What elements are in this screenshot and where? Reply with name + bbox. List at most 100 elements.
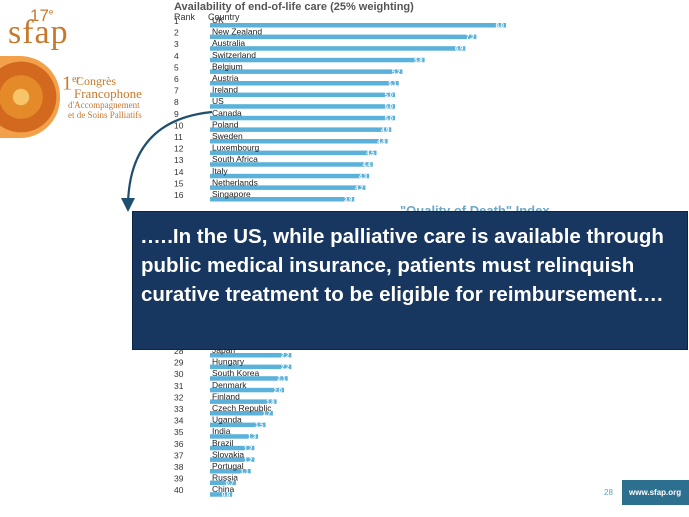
bar — [210, 376, 288, 381]
bar — [210, 23, 506, 28]
rank-label: 35 — [174, 427, 184, 437]
country-label: Portugal — [212, 461, 244, 471]
value-label: 4.3 — [359, 174, 368, 180]
rank-label: 29 — [174, 358, 184, 368]
logo-line-3: d'Accompagnement — [68, 100, 140, 110]
callout-text: .….In the US, while palliative care is a… — [141, 225, 664, 306]
bar — [210, 469, 251, 474]
value-label: 0.7 — [226, 481, 235, 487]
country-label: Austria — [212, 73, 239, 83]
value-label: 4.5 — [366, 151, 375, 157]
bar — [210, 480, 236, 486]
bar — [210, 57, 425, 63]
bar — [210, 104, 395, 109]
value-label: 1.5 — [255, 423, 264, 429]
country-label: Brazil — [212, 438, 233, 448]
rank-label: 4 — [174, 51, 179, 61]
value-label: 5.0 — [385, 105, 394, 111]
value-label: 1.1 — [240, 470, 249, 476]
country-label: Finland — [212, 391, 240, 401]
value-label: 5.1 — [388, 82, 397, 88]
rank-label: 33 — [174, 404, 184, 414]
value-label: 4.4 — [362, 163, 371, 169]
country-label: Luxembourg — [212, 143, 260, 153]
bar — [210, 115, 395, 121]
country-label: Poland — [212, 119, 239, 129]
value-label: 5.0 — [385, 116, 394, 122]
rank-label: 7 — [174, 86, 179, 96]
bar — [210, 411, 273, 416]
country-label: Italy — [212, 166, 228, 176]
bar — [210, 353, 292, 358]
bar — [210, 150, 377, 156]
rank-label: 11 — [174, 132, 183, 142]
country-label: India — [212, 426, 231, 436]
rank-label: 34 — [174, 416, 184, 426]
bar — [210, 492, 233, 497]
column-header-rank: Rank — [174, 12, 196, 22]
site-url-badge[interactable]: www.sfap.org — [622, 480, 689, 505]
column-header-country: Country — [208, 12, 240, 22]
rank-label: 36 — [174, 439, 184, 449]
value-label: 2.1 — [277, 377, 286, 383]
rank-label: 3 — [174, 39, 179, 49]
logo-brand: sfap — [8, 14, 69, 51]
bar — [210, 162, 373, 167]
callout-box: .….In the US, while palliative care is a… — [132, 211, 688, 350]
bar — [210, 387, 284, 393]
sun-emblem-icon — [0, 56, 60, 138]
country-label: New Zealand — [212, 27, 262, 37]
value-label: 1.8 — [266, 400, 275, 406]
value-label: 4.8 — [377, 140, 386, 146]
rank-label: 16 — [174, 190, 184, 200]
value-label: 5.0 — [385, 93, 394, 99]
country-label: Slovakia — [212, 449, 244, 459]
country-label: China — [212, 484, 234, 494]
sfap-logo: 17e sfap 1er Congrès Francophone d'Accom… — [0, 0, 170, 150]
bar — [210, 127, 392, 132]
country-label: Czech Republic — [212, 403, 272, 413]
rank-label: 38 — [174, 462, 184, 472]
rank-label: 2 — [174, 28, 179, 38]
bar — [210, 445, 255, 451]
country-label: Hungary — [212, 357, 245, 367]
country-label: US — [212, 96, 224, 106]
bar — [210, 34, 477, 40]
rank-label: 28 — [174, 346, 184, 356]
logo-line-4: et de Soins Palliatifs — [68, 110, 142, 120]
value-label: 2.2 — [281, 354, 290, 360]
bar — [210, 422, 266, 428]
rank-label: 12 — [174, 144, 184, 154]
page-number: 28 — [604, 488, 613, 497]
bar — [210, 364, 292, 370]
country-label: Russia — [212, 473, 238, 483]
value-label: 3.9 — [344, 198, 353, 204]
bar — [210, 197, 355, 202]
value-label: 2.2 — [281, 365, 290, 371]
country-label: South Africa — [212, 154, 258, 164]
rank-label: 40 — [174, 485, 184, 495]
value-label: 7.2 — [466, 35, 475, 41]
rank-label: 15 — [174, 178, 184, 188]
country-label: Canada — [212, 108, 242, 118]
rank-label: 37 — [174, 450, 184, 460]
rank-label: 1 — [174, 16, 179, 26]
value-label: 1.2 — [244, 458, 253, 464]
country-label: Japan — [212, 345, 235, 355]
bar — [210, 185, 366, 190]
rank-label: 32 — [174, 392, 184, 402]
value-label: 2.0 — [274, 388, 283, 394]
bar — [210, 139, 388, 144]
rank-label: 6 — [174, 74, 179, 84]
bar — [210, 81, 399, 86]
rank-label: 5 — [174, 62, 179, 72]
bar — [210, 399, 277, 404]
country-label: Switzerland — [212, 50, 256, 60]
country-label: Netherlands — [212, 177, 258, 187]
logo-line-1: Congrès — [76, 74, 116, 88]
country-label: Belgium — [212, 61, 243, 71]
country-label: Ireland — [212, 85, 238, 95]
bar — [210, 69, 403, 74]
country-label: Australia — [212, 38, 245, 48]
